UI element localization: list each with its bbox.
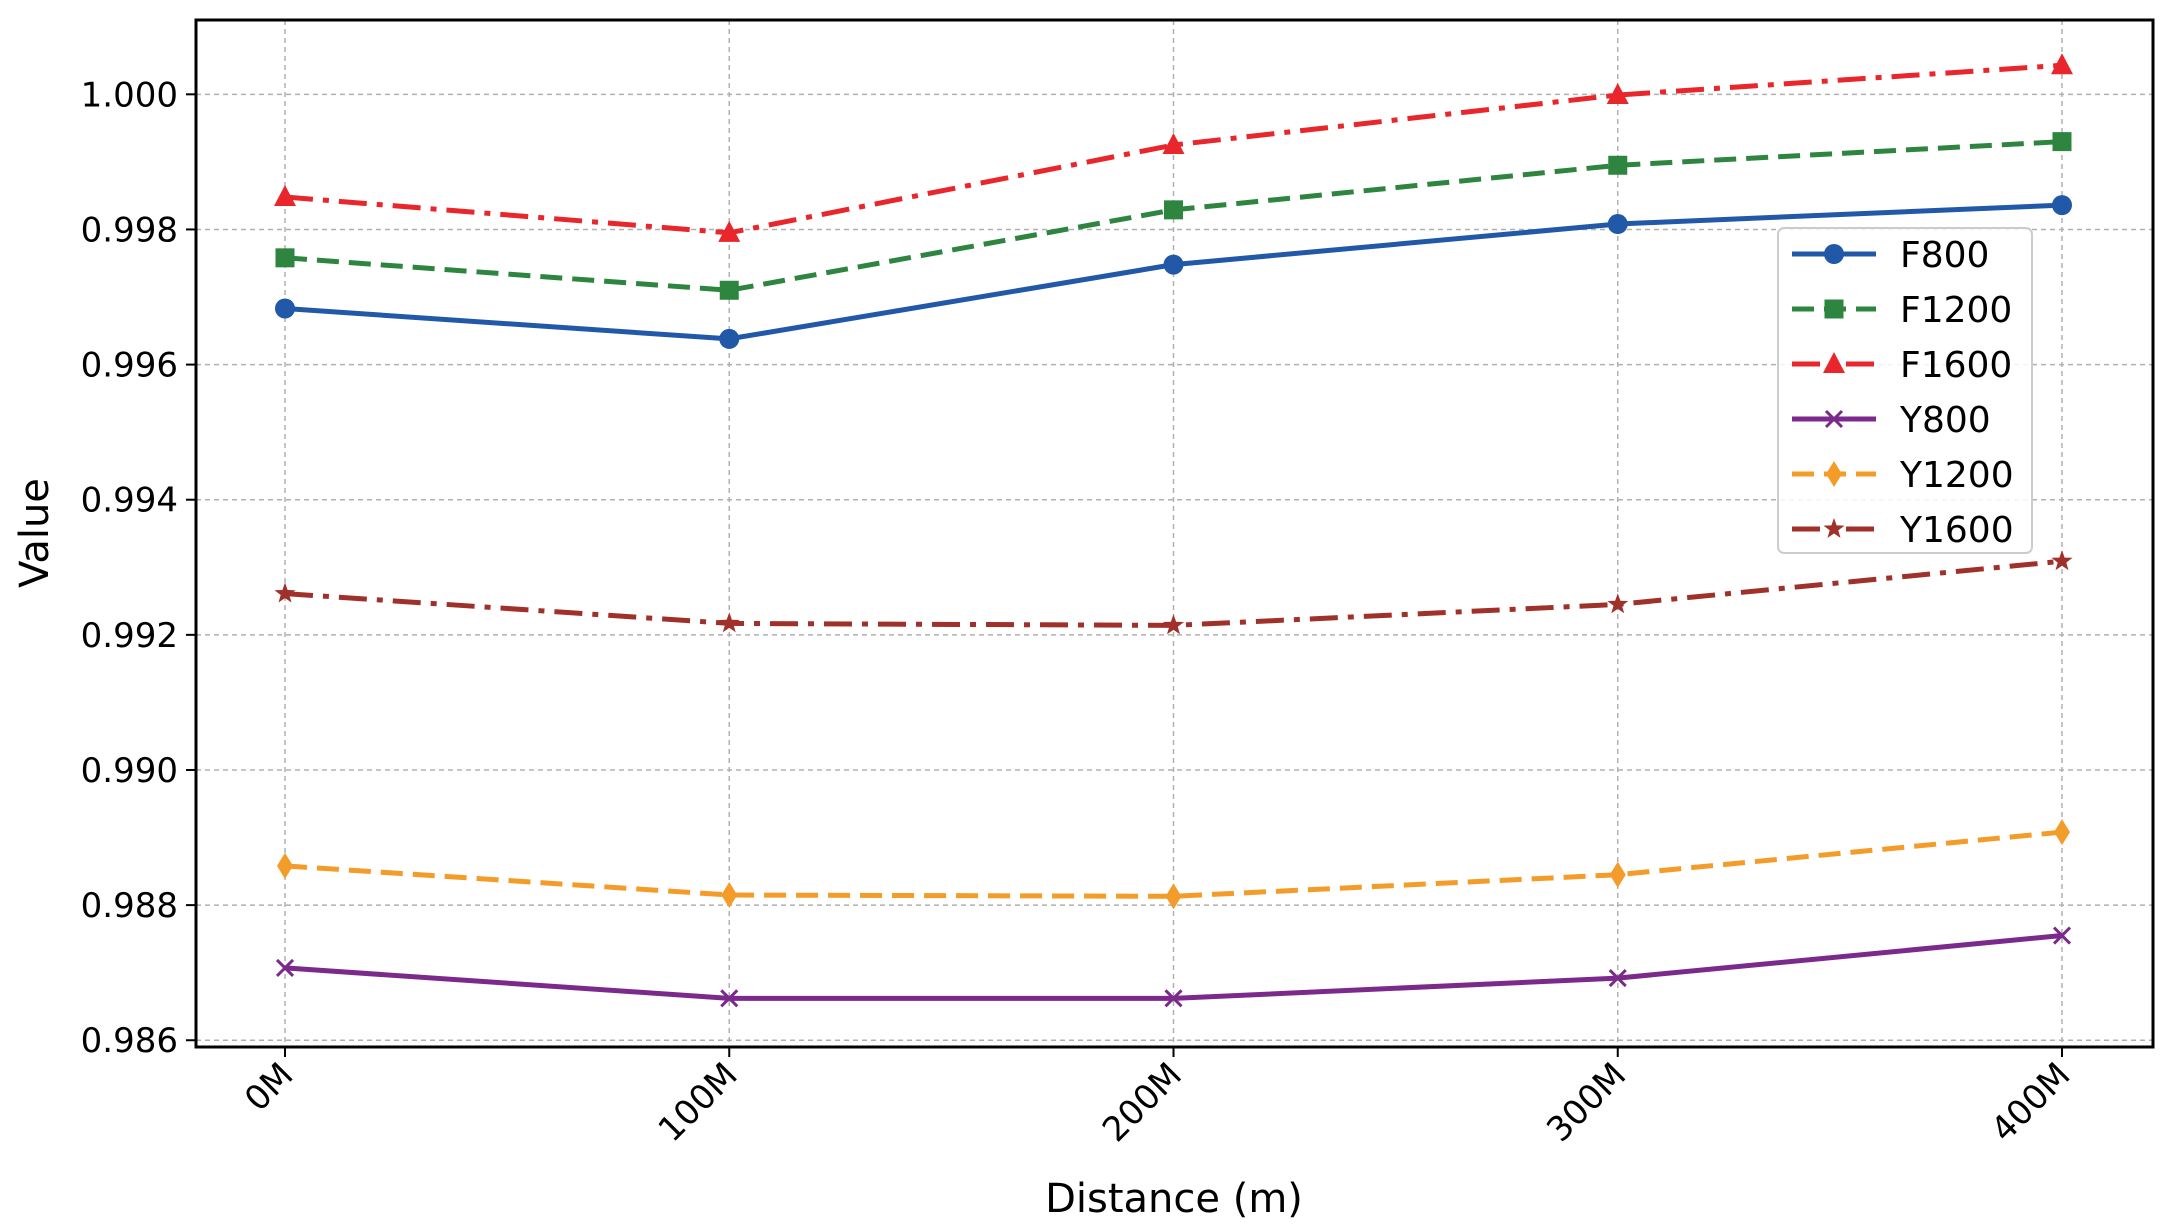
x-tick-label: 200M: [1095, 1055, 1190, 1150]
legend-item-f1600: F1600: [1792, 345, 2012, 386]
legend-box: [1777, 227, 2033, 554]
legend-item-y800: Y800: [1792, 400, 1991, 441]
legend-label: Y1200: [1899, 455, 2014, 496]
legend-label: F1200: [1900, 290, 2012, 331]
y-tick-label: 0.988: [81, 886, 178, 926]
data-point-f800: [275, 298, 295, 319]
y-axis-label: Value: [12, 478, 58, 588]
data-point-f1600: [1606, 82, 1629, 104]
y-tick-label: 0.990: [81, 751, 178, 791]
data-point-y1600: [718, 612, 740, 633]
data-point-f1600: [718, 220, 741, 242]
data-point-y1600: [2051, 550, 2073, 571]
legend-label: Y1600: [1899, 510, 2014, 551]
legend-marker-f800: [1824, 244, 1844, 264]
legend: F800 F1200 F1600 Y800 Y1200 Y1600: [1777, 227, 2033, 554]
legend-item-f800: F800: [1792, 235, 1989, 276]
data-point-y1200: [1165, 883, 1182, 910]
data-point-f800: [1163, 254, 1184, 275]
legend-marker-y800: [1824, 409, 1844, 429]
data-point-y800: [1164, 989, 1183, 1008]
legend-item-y1600: Y1600: [1792, 510, 2014, 551]
x-tick-label: 0M: [237, 1055, 301, 1119]
data-point-y1200: [1609, 861, 1626, 888]
legend-item-f1200: F1200: [1792, 290, 2012, 331]
x-tick-label: 100M: [651, 1055, 746, 1150]
data-point-f800: [719, 328, 740, 349]
legend-marker-y1600: [1823, 518, 1845, 538]
series-markers: [274, 53, 2073, 1008]
data-point-y800: [275, 958, 295, 978]
series-line-f1600: [284, 62, 2063, 236]
legend-label: F800: [1900, 235, 1989, 276]
y-tick-label: 0.996: [81, 346, 178, 386]
data-point-f1200: [1164, 200, 1183, 220]
data-point-y1600: [1607, 593, 1629, 614]
data-point-y1200: [721, 881, 738, 908]
legend-marker-f1600: [1823, 352, 1845, 373]
legend-label: Y800: [1899, 400, 1991, 441]
data-point-y1600: [274, 582, 296, 603]
data-point-f1600: [274, 185, 296, 207]
y-axis: 0.986 0.988 0.990 0.992 0.994 0.996 0.998 1.000: [81, 75, 196, 1061]
legend-label: F1600: [1900, 345, 2012, 386]
data-point-y800: [1608, 969, 1627, 988]
x-tick-label: 400M: [1983, 1055, 2078, 1150]
legend-marker-y1200: [1826, 461, 1842, 487]
data-point-y800: [2052, 926, 2072, 945]
data-point-f1200: [1608, 155, 1628, 175]
data-point-y800: [720, 989, 739, 1008]
data-point-f1600: [1162, 132, 1185, 154]
legend-marker-f1200: [1824, 299, 1844, 319]
y-tick-label: 0.998: [81, 210, 178, 250]
data-point-f800: [2052, 195, 2072, 216]
y-tick-label: 0.992: [81, 616, 178, 656]
legend-item-y1200: Y1200: [1792, 455, 2014, 496]
x-tick-label: 300M: [1539, 1055, 1634, 1150]
data-point-f800: [1607, 214, 1628, 235]
y-tick-label: 0.986: [81, 1021, 178, 1061]
data-point-y1200: [2054, 819, 2070, 846]
data-point-y1200: [277, 852, 293, 879]
x-axis-label: Distance (m): [1045, 1176, 1303, 1222]
data-point-y1600: [1163, 614, 1184, 635]
data-point-f1600: [2051, 53, 2073, 75]
x-axis: 0M 100M 200M 300M 400M: [237, 1047, 2078, 1150]
series-line-y1200: [284, 829, 2063, 899]
y-tick-label: 0.994: [81, 481, 178, 521]
data-point-f1200: [2052, 132, 2072, 152]
data-point-f1200: [719, 280, 739, 300]
data-point-f1200: [275, 248, 295, 268]
y-tick-label: 1.000: [81, 75, 178, 115]
